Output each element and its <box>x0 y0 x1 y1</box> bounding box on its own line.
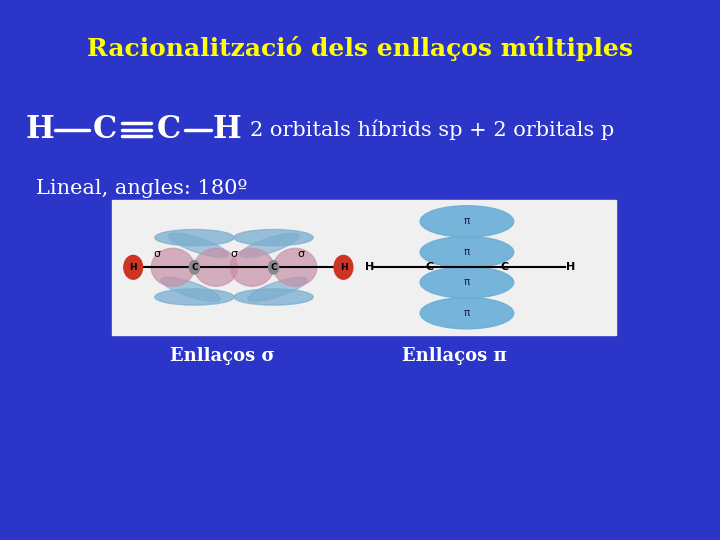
Ellipse shape <box>420 267 513 298</box>
Text: C: C <box>191 263 198 272</box>
Text: C: C <box>92 114 117 145</box>
Text: 2 orbitals híbrids sp + 2 orbitals p: 2 orbitals híbrids sp + 2 orbitals p <box>250 119 614 140</box>
Ellipse shape <box>334 255 353 279</box>
Text: Racionalització dels enllaços múltiples: Racionalització dels enllaços múltiples <box>87 36 633 61</box>
Text: Enllaços π: Enllaços π <box>402 347 507 366</box>
Ellipse shape <box>234 289 313 305</box>
Ellipse shape <box>230 248 274 286</box>
Text: H: H <box>566 262 575 272</box>
Ellipse shape <box>234 230 313 246</box>
Text: H: H <box>25 114 54 145</box>
Text: H: H <box>366 262 374 272</box>
Text: C: C <box>270 263 277 272</box>
Ellipse shape <box>155 230 234 246</box>
Ellipse shape <box>151 248 194 286</box>
Text: C: C <box>425 262 433 272</box>
Ellipse shape <box>269 261 279 274</box>
Ellipse shape <box>420 298 513 329</box>
Ellipse shape <box>168 233 228 258</box>
Text: Enllaços σ: Enllaços σ <box>170 347 275 366</box>
Ellipse shape <box>161 277 220 301</box>
Ellipse shape <box>240 233 300 258</box>
Text: σ: σ <box>297 249 305 259</box>
Text: σ: σ <box>230 249 238 259</box>
Ellipse shape <box>420 237 513 268</box>
Text: C: C <box>157 114 181 145</box>
Text: C: C <box>500 262 509 272</box>
Text: π: π <box>464 308 470 318</box>
Ellipse shape <box>155 289 234 305</box>
Text: π: π <box>464 247 470 257</box>
Text: H: H <box>212 114 241 145</box>
Ellipse shape <box>248 277 307 301</box>
Text: Lineal, angles: 180º: Lineal, angles: 180º <box>36 179 248 199</box>
Text: σ: σ <box>153 249 161 259</box>
Ellipse shape <box>420 206 513 237</box>
Text: H: H <box>130 263 137 272</box>
Bar <box>112 200 616 335</box>
Ellipse shape <box>124 255 143 279</box>
Text: π: π <box>464 278 470 287</box>
Ellipse shape <box>189 261 199 274</box>
Text: H: H <box>340 263 347 272</box>
Text: π: π <box>464 217 470 226</box>
Ellipse shape <box>274 248 317 286</box>
Ellipse shape <box>194 248 238 286</box>
